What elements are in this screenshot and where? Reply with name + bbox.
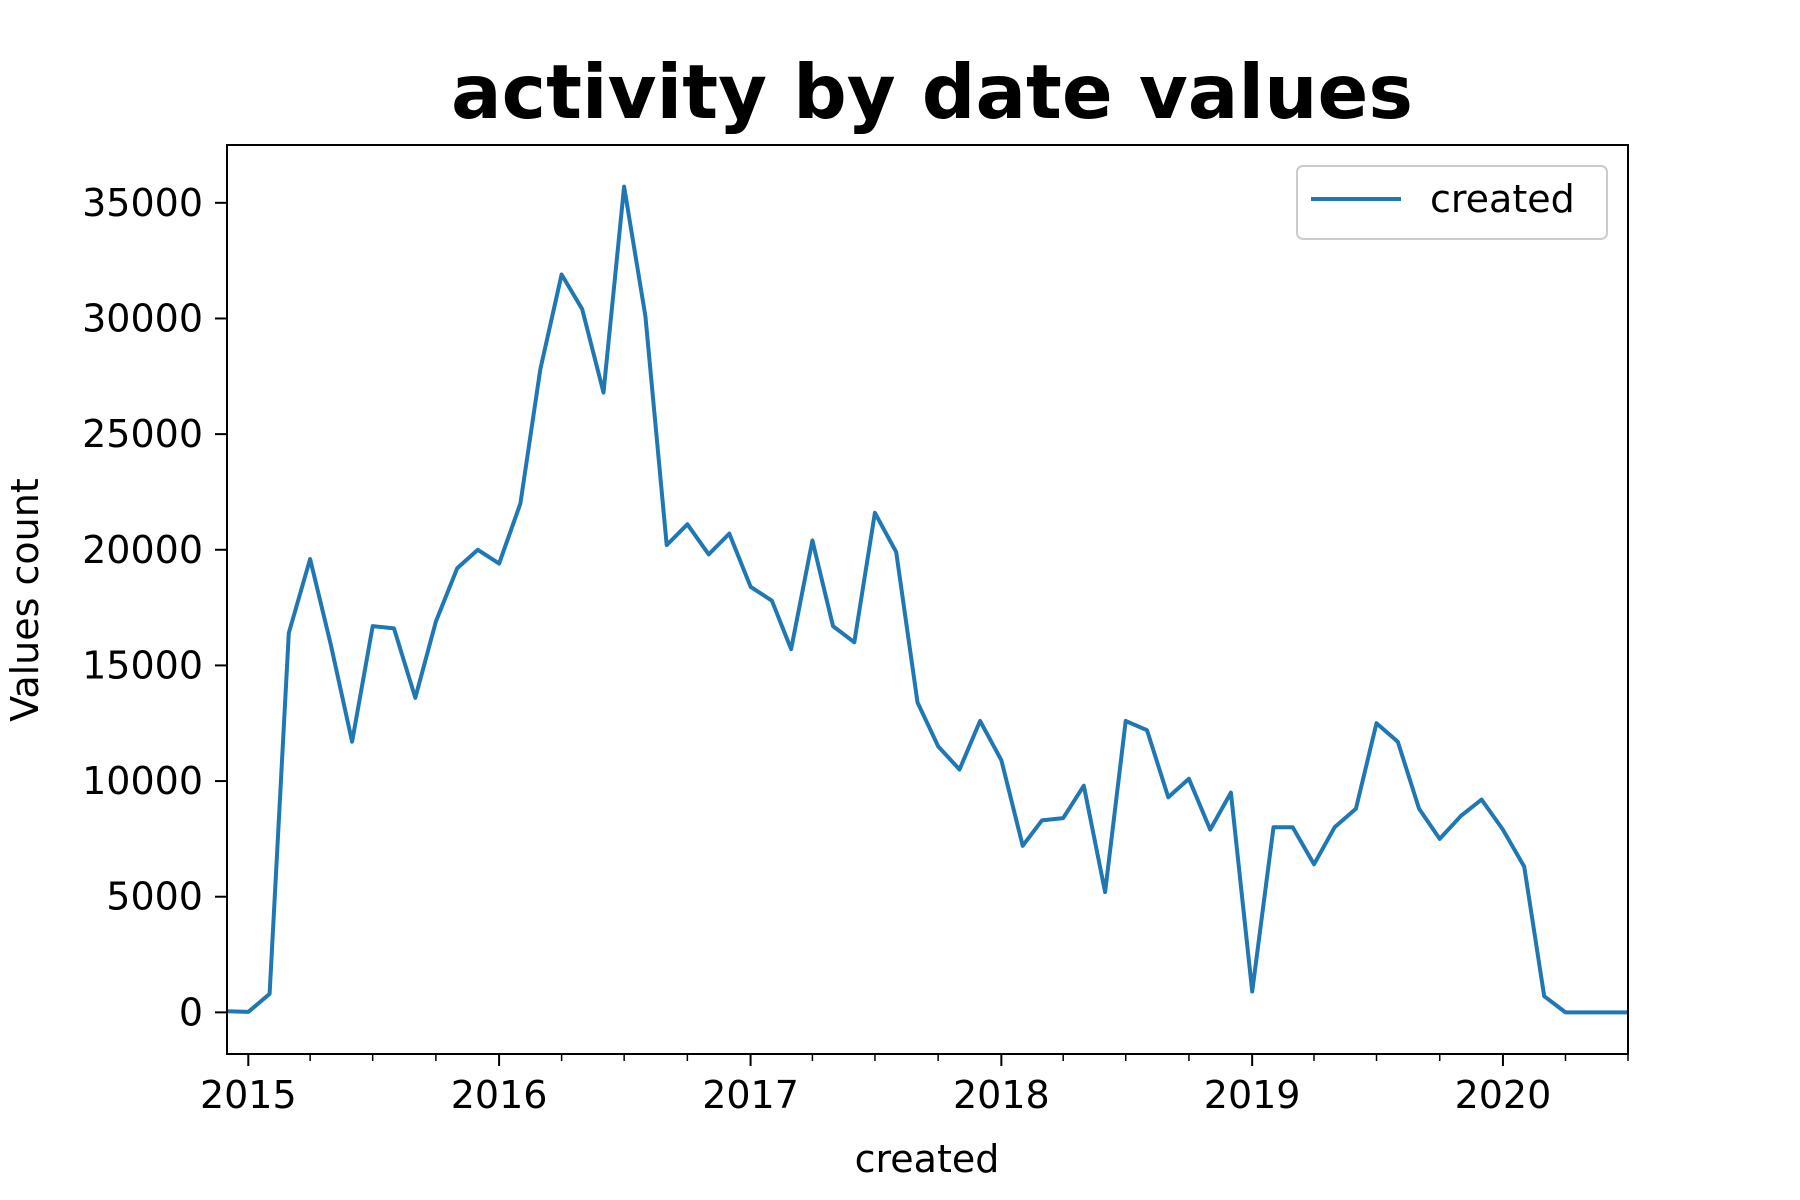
chart-title: activity by date values (451, 48, 1413, 136)
series-line-0 (226, 184, 1628, 1015)
y-tick-label: 0 (179, 990, 203, 1034)
x-tick-label: 2018 (953, 1073, 1050, 1117)
y-tick-label: 15000 (82, 643, 203, 687)
x-tick-label: 2015 (200, 1073, 297, 1117)
legend: created (1296, 165, 1608, 240)
x-tick-label: 2017 (702, 1073, 799, 1117)
x-axis-label: created (855, 1137, 1000, 1181)
legend-box (1296, 165, 1608, 240)
y-axis-label: Values count (3, 478, 47, 721)
y-tick-label: 30000 (82, 296, 203, 340)
plot-frame (226, 144, 1629, 1055)
legend-label: created (1430, 177, 1575, 221)
y-tick-label: 25000 (82, 412, 203, 456)
y-tick-label: 35000 (82, 181, 203, 225)
y-axis: 0 5000 10000 15000 20000 25000 30000 35000 (82, 181, 227, 1034)
y-tick-label: 10000 (82, 759, 203, 803)
plot-area (226, 144, 1629, 1055)
x-axis: 2015 2016 2017 2018 2019 2020 (200, 1054, 1629, 1117)
x-tick-label: 2016 (451, 1073, 548, 1117)
y-tick-label: 5000 (106, 875, 203, 919)
y-tick-label: 20000 (82, 528, 203, 572)
x-tick-label: 2020 (1455, 1073, 1552, 1117)
x-tick-label: 2019 (1204, 1073, 1301, 1117)
